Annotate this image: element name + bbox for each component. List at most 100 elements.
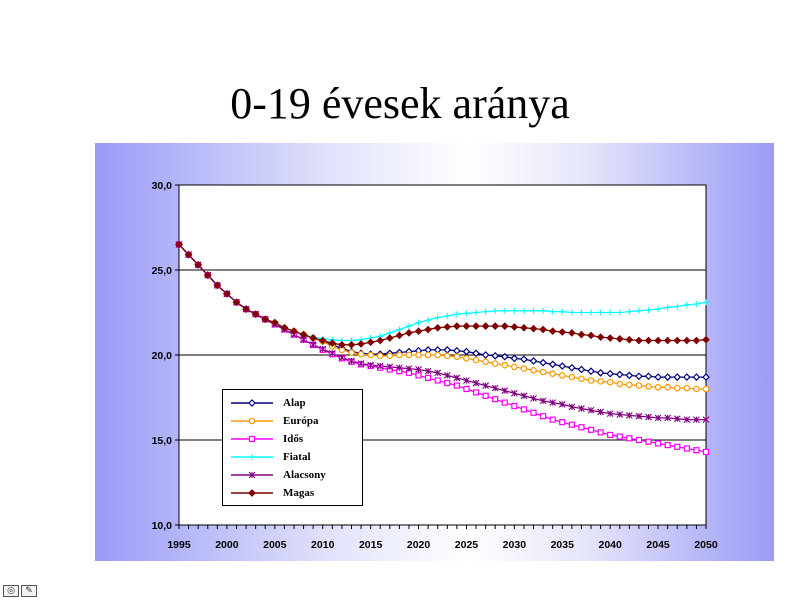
data-point [587,377,595,384]
data-point [654,414,662,422]
data-point [500,322,509,330]
legend-item: Alacsony [229,468,359,482]
data-point [501,361,509,369]
data-point [596,333,605,341]
legend-item: Fiatal [229,450,359,464]
data-point [645,383,652,390]
data-point [606,378,614,386]
data-point [587,331,595,340]
data-point [635,382,643,389]
data-point [415,319,422,326]
x-tick-label: 2025 [455,539,479,551]
data-point [482,358,489,366]
data-point [395,331,404,340]
y-tick-label: 10,0 [152,520,173,532]
data-point [425,317,432,324]
data-point [443,352,451,360]
data-point [414,327,423,336]
data-point [203,271,212,279]
data-point [540,307,547,314]
data-point [309,334,317,342]
data-point [444,312,451,319]
x-tick-label: 2040 [599,539,623,551]
data-point [587,367,595,375]
data-point [530,394,537,402]
data-point [539,358,547,367]
data-point [539,325,547,334]
data-point [606,369,615,378]
data-point [473,309,480,316]
data-point [558,372,566,379]
data-point [405,329,413,337]
data-point [348,357,355,365]
data-point [568,403,576,411]
data-point [702,385,710,393]
data-point [492,396,499,403]
data-point [616,411,624,418]
data-point [213,281,222,290]
data-point [462,347,471,356]
axes: 10,0 15,0 20,0 25,0 30,0 1995 2000 2005 2010 2015… [152,180,718,551]
data-point [463,310,470,317]
legend-label: Alacsony [283,469,326,481]
data-point [511,402,518,410]
data-point [261,315,270,324]
data-point [328,349,336,357]
data-point [396,326,403,333]
data-point [395,364,403,372]
data-point [635,372,643,381]
x-tick-label: 2010 [311,539,335,551]
data-point [702,416,710,423]
data-point [425,374,432,382]
data-point [663,373,672,381]
legend-marker [248,435,256,443]
data-point [463,355,470,362]
data-point [578,375,585,383]
data-point [549,416,556,423]
data-point [492,307,499,314]
data-point [175,240,183,249]
data-point [626,308,633,315]
data-point [491,360,499,367]
data-point [568,373,576,381]
data-point [367,361,375,369]
data-point [472,389,480,396]
data-point [683,445,690,452]
data-point [328,339,337,347]
data-point [424,367,432,375]
data-point [577,365,586,374]
data-point [673,336,682,345]
data-point [682,373,691,381]
data-point [597,408,604,416]
data-point [347,340,356,349]
data-point [405,351,413,359]
slide-title: 0-19 évesek aránya [230,79,570,128]
data-point [453,322,461,330]
data-point [242,305,250,313]
slide-menu-icon[interactable]: ◎ [3,585,19,597]
data-point [693,301,700,307]
data-point [568,309,575,316]
x-tick-label: 2005 [263,539,287,551]
data-point [539,397,547,405]
data-point [606,334,615,342]
data-point [232,298,241,307]
legend-marker [248,471,256,479]
data-point [673,415,681,423]
slide-navigation[interactable]: ◎ ✎ [3,585,39,599]
pen-icon[interactable]: ✎ [21,585,37,597]
data-point [530,307,537,314]
data-point [501,387,509,395]
data-point [453,374,461,382]
data-point [692,373,701,381]
data-point [644,336,653,345]
data-point [463,385,470,393]
data-point [683,301,690,308]
data-point [654,373,662,381]
data-point [558,400,566,408]
data-point [444,379,451,387]
data-point [683,416,691,423]
legend-item: Alap [229,396,359,410]
data-point [530,409,537,416]
data-point [693,447,700,454]
